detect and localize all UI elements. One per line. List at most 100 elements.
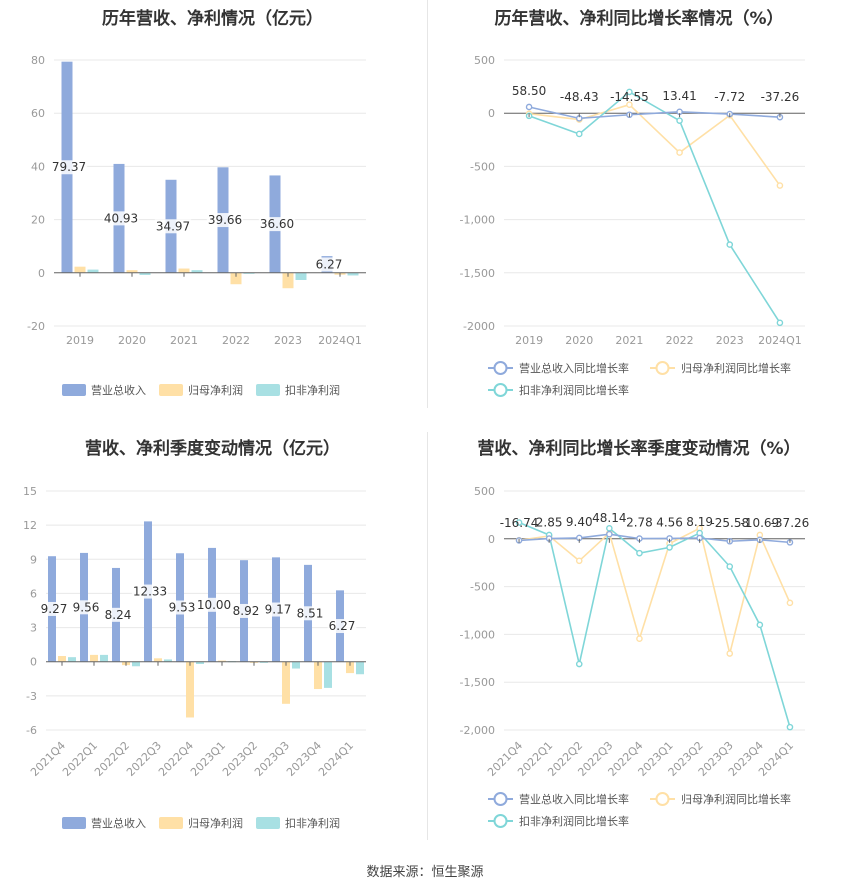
bar: [356, 661, 364, 675]
data-point: [636, 635, 643, 643]
series-line: [528, 90, 781, 324]
chart-svg: -2000 -1,500 -1,000 -500 0 500 2019 58.50 2020 -4…: [460, 54, 805, 397]
data-point: [575, 557, 583, 565]
series-line: [528, 106, 780, 120]
data-point: [666, 544, 673, 551]
data-label: -37.26: [771, 516, 810, 530]
y-tick-label: 80: [31, 54, 45, 67]
data-label: 40.93: [104, 211, 138, 225]
y-tick-label: -1,000: [460, 628, 495, 641]
x-tick-label: 2020: [118, 334, 146, 347]
data-label: 58.50: [512, 84, 546, 98]
bar: [186, 661, 194, 718]
chart-svg: -20 0 20 40 60 80 2019 79.37 2020 40.93 2021 34.97 2…: [27, 54, 366, 397]
data-label: 13.41: [662, 89, 696, 103]
data-point: [575, 660, 583, 668]
data-label: -14.55: [610, 90, 649, 104]
legend-swatch: [256, 817, 280, 829]
bar: [178, 268, 190, 273]
bar: [126, 270, 138, 273]
bar: [154, 658, 162, 662]
bar: [139, 272, 151, 275]
data-label: 9.56: [73, 600, 100, 614]
data-label-bg: [103, 607, 133, 622]
y-tick-label: -1,500: [460, 267, 495, 280]
data-label-bg: [263, 602, 293, 617]
chart-quarterly-revenue-profit: 营收、净利季度变动情况（亿元） -6 -3 0 3 6 9 12 15 2021Q4 9.27 20…: [0, 428, 425, 848]
bar: [230, 272, 242, 285]
bar: [132, 661, 140, 667]
chart-title: 营收、净利季度变动情况（亿元）: [85, 439, 340, 459]
data-point: [606, 530, 613, 538]
x-tick-label: 2023: [716, 334, 744, 347]
data-point: [776, 182, 784, 189]
data-point: [515, 519, 523, 526]
data-point: [726, 241, 734, 248]
y-tick-label: 500: [474, 54, 495, 67]
data-label: 8.92: [233, 604, 260, 618]
bar: [74, 266, 86, 273]
data-label-bg: [258, 217, 296, 232]
legend-swatch: [159, 384, 183, 396]
legend-swatch: [62, 384, 86, 396]
y-tick-label: 40: [31, 160, 45, 173]
chart-quarterly-growth-rate: 营收、净利同比增长率季度变动情况（%） -2,000 -1,500 -1,000 -5…: [428, 428, 850, 848]
data-label: -37.26: [761, 90, 800, 104]
chart-annual-revenue-profit: 历年营收、净利情况（亿元） -20 0 20 40 60 80 2019 79.37 2020 4…: [0, 0, 425, 420]
panel-divider-top: [427, 0, 428, 408]
y-tick-label: 500: [474, 485, 495, 498]
data-point: [626, 88, 633, 96]
legend-label: 扣非净利润同比增长率: [519, 814, 629, 828]
data-label: 34.97: [156, 219, 190, 233]
y-tick-label: -500: [470, 581, 495, 594]
x-tick-label: 2020: [565, 334, 593, 347]
data-label-bg: [154, 219, 192, 234]
data-point: [786, 723, 794, 731]
data-label-bg: [102, 211, 140, 226]
data-label-bg: [167, 600, 197, 615]
legend-marker: [493, 792, 508, 806]
data-label: 48.14: [592, 511, 626, 525]
data-label: -16.74: [500, 516, 539, 530]
bar: [347, 272, 359, 276]
data-point: [726, 650, 734, 657]
legend-label: 归母净利润同比增长率: [681, 792, 791, 806]
data-point: [575, 130, 583, 138]
legend-marker: [493, 814, 508, 828]
x-tick-label: 2024Q1: [758, 334, 802, 347]
data-point: [676, 149, 683, 156]
data-label-bg: [295, 606, 325, 621]
bar: [164, 659, 172, 662]
chart-svg: -6-3036912152021Q49.272022Q19.562022Q28.…: [23, 485, 366, 830]
legend-label: 营业总收入: [91, 816, 146, 830]
legend-label: 扣非净利润: [285, 816, 340, 830]
x-tick-label: 2019: [66, 334, 94, 347]
bar: [260, 661, 268, 663]
data-source-note: 数据来源：恒生聚源: [366, 865, 484, 880]
data-point: [776, 319, 784, 327]
data-label: -10.69: [741, 516, 780, 530]
x-tick-label: 2019: [515, 334, 543, 347]
data-label: -25.58: [710, 516, 749, 530]
bar: [282, 661, 290, 704]
bar: [100, 654, 108, 662]
legend-label: 归母净利润: [188, 816, 243, 830]
chart-title: 营收、净利同比增长率季度变动情况（%）: [477, 439, 801, 459]
x-tick-label: 2024Q1: [318, 334, 362, 347]
data-label-bg: [206, 213, 244, 228]
data-label-bg: [71, 600, 101, 615]
y-tick-label: -6: [26, 724, 37, 737]
data-label: 2.85: [536, 516, 563, 530]
chart-title: 历年营收、净利情况（亿元）: [102, 9, 323, 29]
chart-svg: -2,000-1,500-1,000-50005002021Q4-16.7420…: [460, 485, 810, 828]
legend-label: 归母净利润同比增长率: [681, 361, 791, 375]
y-tick-label: 0: [38, 267, 45, 280]
y-tick-label: 20: [31, 214, 45, 227]
data-label: 36.60: [260, 217, 294, 231]
y-tick-label: 12: [23, 519, 37, 532]
data-label: 12.33: [133, 585, 167, 599]
legend-swatch: [62, 817, 86, 829]
data-label: 9.53: [169, 600, 196, 614]
data-label: 6.27: [316, 257, 343, 271]
legend-marker: [655, 361, 670, 375]
